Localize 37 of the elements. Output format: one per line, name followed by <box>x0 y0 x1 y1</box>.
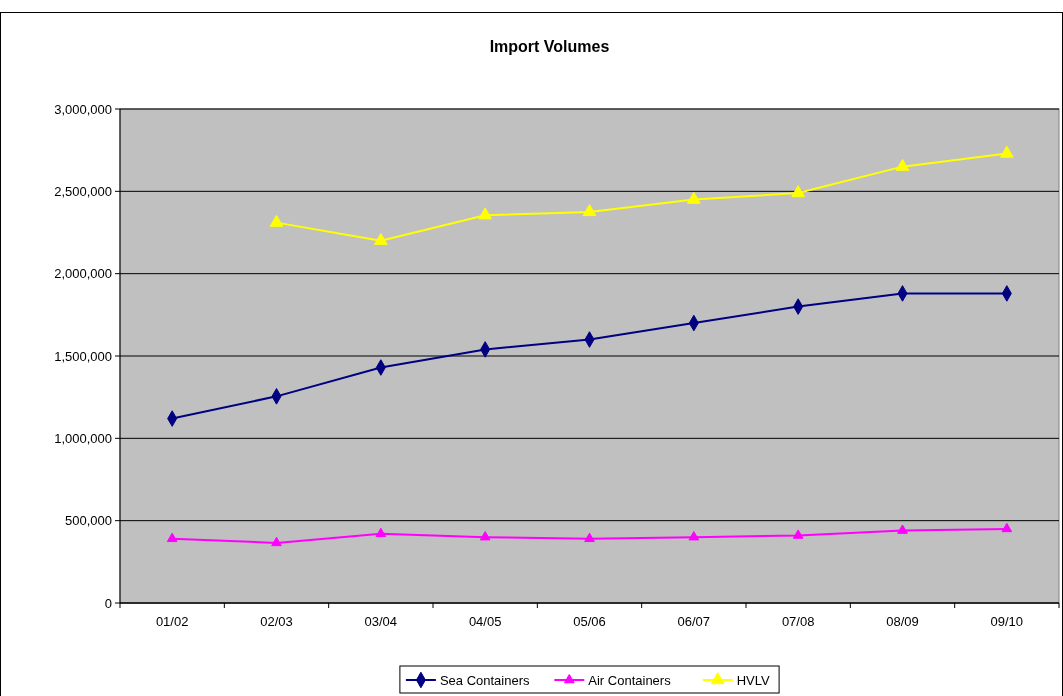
legend-label: Air Containers <box>588 672 672 688</box>
y-tick-label: 0 <box>104 595 112 611</box>
x-tick-label: 02/03 <box>260 614 293 629</box>
point <box>688 531 700 541</box>
x-tick-label: 09/10 <box>990 614 1024 629</box>
point <box>271 536 282 547</box>
x-tick-label: 06/07 <box>677 614 711 629</box>
point <box>895 158 910 171</box>
legend-label: HVLV <box>736 672 771 688</box>
legend-label: Sea Containers <box>439 672 531 688</box>
point <box>1001 522 1013 533</box>
x-tick-label: 04/05 <box>468 614 502 629</box>
y-tick-label: 2,000,000 <box>54 266 112 282</box>
y-tick-label: 3,000,000 <box>54 101 112 117</box>
y-tick-label: 2,500,000 <box>54 183 112 199</box>
point <box>999 145 1014 158</box>
point <box>166 532 178 543</box>
x-tick-label: 01/02 <box>155 614 189 629</box>
point <box>373 232 388 245</box>
y-tick-label: 1,500,000 <box>54 348 112 364</box>
x-tick-label: 03/04 <box>364 614 398 629</box>
x-tick-label: 08/09 <box>886 614 919 629</box>
y-tick-label: 500,000 <box>65 513 112 529</box>
chart-title: Import Volumes <box>489 38 610 55</box>
point <box>897 524 908 534</box>
point <box>582 204 597 217</box>
point <box>792 529 804 539</box>
point <box>375 527 387 538</box>
point <box>269 214 284 227</box>
point <box>791 185 806 198</box>
point <box>584 532 595 543</box>
x-tick-label: 05/06 <box>573 614 606 629</box>
point <box>686 191 701 204</box>
point <box>479 531 491 541</box>
x-tick-label: 07/08 <box>781 614 815 629</box>
y-tick-label: 1,000,000 <box>54 430 112 446</box>
point <box>478 207 493 220</box>
